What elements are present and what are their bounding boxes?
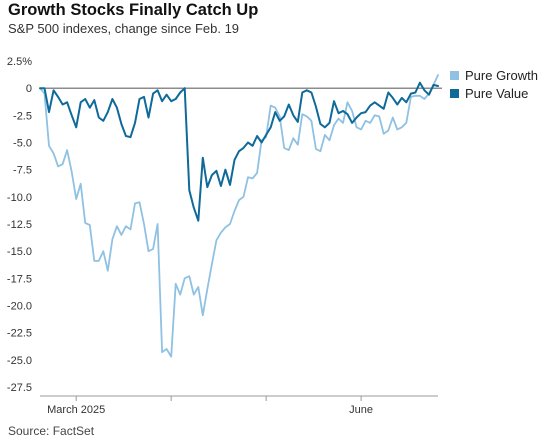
legend-item-growth: Pure Growth: [450, 66, 538, 84]
y-tick-label: -27.5: [7, 382, 32, 394]
y-tick-label: 0: [26, 83, 32, 95]
y-tick-label: -25.0: [7, 355, 32, 367]
y-tick-label: -20.0: [7, 301, 32, 313]
series-line-pure-growth: [39, 74, 439, 358]
chart-subtitle: S&P 500 indexes, change since Feb. 19: [8, 21, 240, 36]
y-tick-label: -22.5: [7, 328, 32, 340]
y-tick-label: -2.5: [13, 110, 32, 122]
y-tick-label: -15.0: [7, 246, 32, 258]
legend-item-value: Pure Value: [450, 84, 538, 102]
y-tick-label: -10.0: [7, 192, 32, 204]
chart-axes: 2.5% 0 -2.5 -5.0 -7.5 -10.0 -12.5 -15.0 -17.5 -20…: [7, 56, 442, 416]
legend-swatch-growth: [450, 70, 459, 80]
y-tick-label: -12.5: [7, 219, 32, 231]
series-line-pure-value: [39, 81, 439, 222]
legend-swatch-value: [450, 88, 459, 98]
legend-label-value: Pure Value: [465, 85, 529, 101]
legend-label-growth: Pure Growth: [465, 67, 538, 83]
chart-legend: Pure Growth Pure Value: [450, 66, 538, 102]
y-tick-label: -7.5: [13, 165, 32, 177]
chart-series: [39, 74, 439, 358]
y-tick-label: 2.5%: [7, 56, 32, 68]
y-tick-label: -17.5: [7, 273, 32, 285]
x-tick-label: June: [349, 404, 373, 416]
y-tick-label: -5.0: [13, 138, 32, 150]
chart-source: Source: FactSet: [8, 424, 95, 438]
x-tick-label: March 2025: [47, 404, 105, 416]
chart-title: Growth Stocks Finally Catch Up: [8, 1, 259, 19]
